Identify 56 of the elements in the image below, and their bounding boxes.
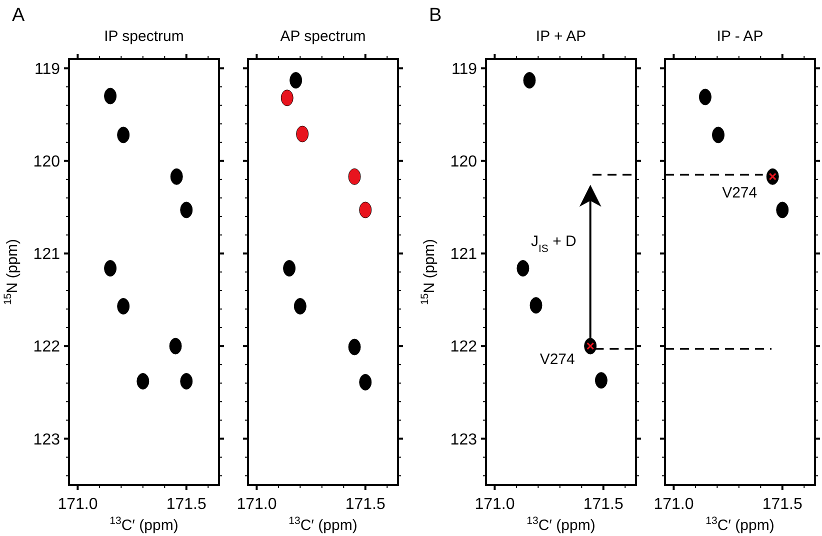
annotation: V274 [540, 351, 575, 368]
point [294, 298, 306, 315]
point [348, 338, 361, 356]
text: B [429, 5, 442, 26]
annotation: V274 [722, 184, 758, 202]
point [170, 168, 183, 185]
point [594, 372, 608, 389]
point [359, 374, 372, 390]
point [169, 338, 182, 354]
point [283, 260, 296, 277]
chart-title: IP + AP [536, 28, 586, 45]
point [104, 88, 117, 104]
chart-title: AP spectrum [280, 28, 366, 45]
point [712, 126, 725, 144]
chart-title: IP spectrum [104, 28, 184, 45]
point [296, 126, 309, 142]
x-axis-title: $^{13}$C′ (ppm) [288, 515, 358, 534]
x-axis-title: $^{13}$C′ (ppm) [706, 515, 774, 534]
point [136, 373, 150, 390]
point [180, 373, 193, 390]
point [776, 202, 789, 218]
point [180, 202, 193, 218]
y-tick-label: 120 [450, 153, 478, 170]
point [359, 202, 372, 218]
point [530, 297, 542, 314]
point [280, 90, 294, 106]
y-tick-label: 120 [33, 153, 60, 170]
y-tick-label: 123 [450, 431, 478, 448]
y-tick-label: 119 [451, 60, 478, 78]
y-tick-label: 121 [33, 246, 60, 264]
y-tick-label: 122 [33, 338, 60, 356]
y-tick-label: 123 [33, 431, 60, 448]
x-axis-title: $^{13}$C′ (ppm) [526, 515, 596, 534]
y-tick-label: 121 [450, 246, 478, 264]
x-tick-label: 171.0 [474, 496, 515, 513]
point [698, 88, 712, 106]
point [290, 72, 302, 89]
point [117, 126, 130, 144]
y-tick-label: 122 [450, 338, 478, 356]
x-tick-label: 171.0 [654, 496, 694, 513]
text: A [12, 5, 25, 26]
x-axis-title: $^{13}$C′ (ppm) [110, 515, 178, 534]
point [117, 298, 130, 315]
chart-title: IP - AP [716, 28, 764, 45]
point [104, 260, 117, 277]
x-tick-label: 171.5 [345, 496, 386, 513]
x-tick-label: 171.5 [166, 496, 207, 513]
x-tick-label: 171.0 [236, 496, 277, 513]
point [348, 168, 361, 185]
x-tick-label: 171.5 [762, 496, 803, 513]
x-tick-label: 171.0 [58, 496, 98, 513]
point [516, 260, 530, 277]
y-tick-label: 119 [34, 60, 60, 78]
x-tick-label: 171.5 [583, 496, 624, 513]
point [523, 72, 536, 89]
annotation: J$_{IS}$ + D [530, 233, 577, 256]
